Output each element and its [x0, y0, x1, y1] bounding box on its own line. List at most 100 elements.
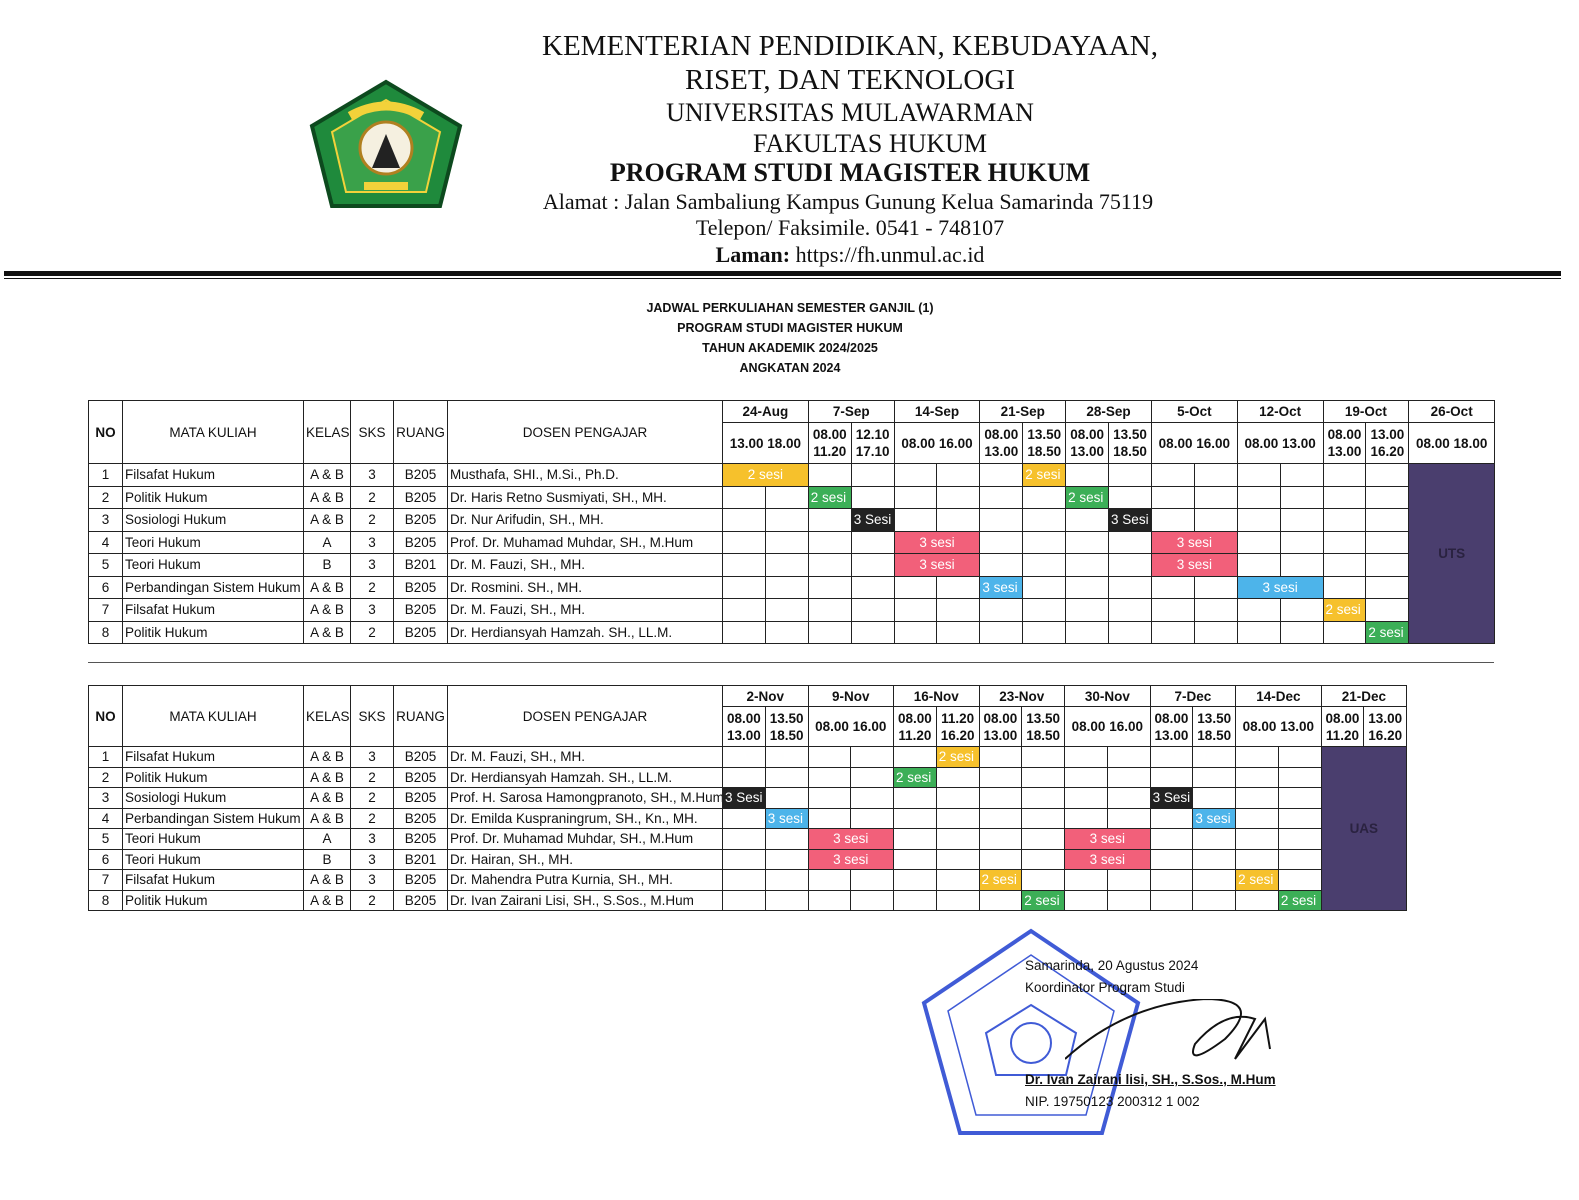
empty-slot	[1277, 766, 1322, 788]
empty-slot	[1365, 485, 1410, 509]
course-name: Teori Hukum	[122, 530, 304, 554]
room: B201	[393, 553, 448, 577]
university-logo	[309, 79, 463, 208]
empty-slot	[978, 848, 1023, 870]
class-group: A & B	[303, 889, 351, 911]
empty-slot	[1236, 598, 1281, 622]
time-value: 18.50	[769, 727, 804, 743]
empty-slot	[893, 575, 938, 599]
session-block: 2 sesi	[893, 766, 937, 788]
time-value: 18.50	[1197, 727, 1232, 743]
time-header: 08.00 13.00	[1149, 706, 1194, 747]
date-header: 24-Aug	[722, 400, 809, 423]
empty-slot	[1192, 766, 1237, 788]
empty-slot	[978, 766, 1023, 788]
empty-slot	[1108, 530, 1152, 554]
credits: 2	[350, 766, 394, 788]
empty-slot	[1150, 485, 1195, 509]
session-block: 3 sesi	[1236, 575, 1324, 599]
column-header: KELAS	[303, 400, 351, 464]
empty-slot	[1193, 485, 1238, 509]
room: B205	[393, 485, 448, 509]
website-url[interactable]: https://fh.unmul.ac.id	[795, 242, 985, 267]
session-block: 3 sesi	[1064, 848, 1151, 870]
table-row: 3 Sosiologi Hukum A & B 2 B205 Prof. H. Saros…	[88, 787, 1407, 809]
empty-slot	[1236, 485, 1281, 509]
credits: 3	[350, 828, 394, 850]
class-group: A & B	[303, 766, 351, 788]
empty-slot	[1279, 485, 1324, 509]
empty-slot	[722, 530, 766, 554]
empty-slot	[1064, 746, 1108, 768]
column-header: NO	[88, 685, 123, 747]
session-block: 3 sesi	[1150, 553, 1238, 577]
course-name: Politik Hukum	[122, 485, 304, 509]
time-header: 13.00 16.20	[1365, 422, 1410, 464]
empty-slot	[807, 869, 852, 891]
empty-slot	[1235, 848, 1279, 870]
schedule-table-2: NO MATA KULIAH KELAS SKS RUANG DOSEN PENGAJAR…	[88, 685, 1408, 911]
session-block: 3 sesi	[979, 575, 1024, 599]
time-value: 12.10	[855, 427, 890, 442]
schedule-table-1: NO MATA KULIAH KELAS SKS RUANG DOSEN PENGAJAR…	[88, 400, 1496, 644]
time-value: 13.50	[1027, 427, 1062, 442]
time-header: 13.50 18.50	[1192, 706, 1237, 747]
empty-slot	[1022, 485, 1067, 509]
empty-slot	[807, 620, 852, 644]
empty-slot	[1065, 508, 1110, 532]
table-row: 8 Politik Hukum A & B 2 B205 Dr. Ivan Zairani…	[88, 889, 1407, 911]
lecturer: Prof. Dr. Muhamad Muhdar, SH., M.Hum	[447, 530, 723, 554]
class-group: A & B	[303, 807, 351, 829]
empty-slot	[1322, 530, 1367, 554]
empty-slot	[978, 746, 1023, 768]
lecturer: Dr. Ivan Zairani Lisi, SH., S.Sos., M.Hu…	[447, 889, 723, 911]
credits: 2	[350, 889, 394, 911]
session-block: 3 sesi	[1064, 828, 1151, 850]
empty-slot	[1022, 620, 1067, 644]
empty-slot	[807, 530, 852, 554]
empty-slot	[1064, 766, 1108, 788]
empty-slot	[1235, 889, 1279, 911]
table-row: 1 Filsafat Hukum A & B 3 B205 Musthafa, SHI.,…	[88, 463, 1496, 644]
empty-slot	[1322, 553, 1367, 577]
empty-slot	[936, 598, 981, 622]
row-number: 7	[88, 598, 123, 622]
empty-slot	[893, 848, 937, 870]
faculty-stamp	[921, 928, 1141, 1135]
course-name: Politik Hukum	[122, 620, 304, 644]
time-value: 08.00	[1327, 427, 1362, 442]
time-header: 08.00 11.20	[1320, 706, 1365, 747]
empty-slot	[850, 553, 895, 577]
empty-slot	[1365, 553, 1410, 577]
row-number: 6	[88, 575, 123, 599]
time-header: 11.20 16.20	[935, 706, 980, 747]
time-value: 13.50	[1026, 710, 1061, 726]
empty-slot	[1235, 828, 1279, 850]
signature-block: Samarinda, 20 Agustus 2024 Koordinator P…	[1025, 955, 1305, 1113]
empty-slot	[722, 766, 766, 788]
empty-slot	[1022, 598, 1067, 622]
empty-slot	[722, 828, 766, 850]
header-rule	[4, 271, 1561, 276]
empty-slot	[979, 598, 1024, 622]
time-value: 08.00	[984, 427, 1019, 442]
class-group: A	[303, 828, 351, 850]
title-line: JADWAL PERKULIAHAN SEMESTER GANJIL (1)	[646, 301, 934, 315]
time-header: 13.00 16.20	[1363, 706, 1408, 747]
session-block: 2 sesi	[1322, 598, 1367, 622]
date-header: 30-Nov	[1064, 685, 1151, 707]
lecturer: Dr. Hairan, SH., MH.	[447, 848, 723, 870]
lecturer: Dr. M. Fauzi, SH., MH.	[447, 553, 723, 577]
empty-slot	[1193, 463, 1238, 487]
time-value: 11.20	[898, 727, 932, 743]
phone: Telepon/ Faksimile. 0541 - 748107	[695, 215, 1005, 240]
course-name: Filsafat Hukum	[122, 869, 304, 891]
room: B205	[393, 828, 448, 850]
empty-slot	[1279, 508, 1324, 532]
course-name: Politik Hukum	[122, 889, 304, 911]
session-block: 3 Sesi	[850, 508, 895, 532]
class-group: A & B	[303, 485, 351, 509]
empty-slot	[1108, 575, 1152, 599]
time-header: 13.00 18.00	[722, 422, 809, 464]
empty-slot	[1065, 553, 1110, 577]
